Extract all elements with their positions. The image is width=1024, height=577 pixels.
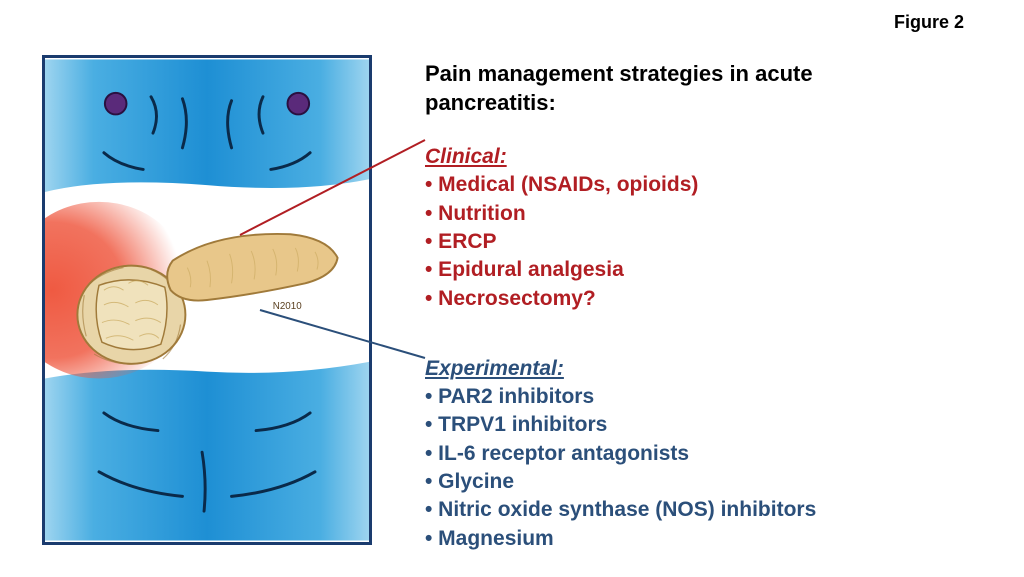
svg-text:N2010: N2010 xyxy=(273,301,302,312)
clinical-header: Clinical: xyxy=(425,145,985,169)
experimental-item: • Magnesium xyxy=(425,525,985,553)
figure-label: Figure 2 xyxy=(894,12,964,33)
experimental-item: • Glycine xyxy=(425,468,985,496)
clinical-item: • Epidural analgesia xyxy=(425,256,985,284)
torso-svg: N2010 xyxy=(45,58,369,542)
experimental-header: Experimental: xyxy=(425,357,985,381)
clinical-item: • Nutrition xyxy=(425,200,985,228)
experimental-list: • PAR2 inhibitors• TRPV1 inhibitors• IL-… xyxy=(425,383,985,553)
main-title: Pain management strategies in acute panc… xyxy=(425,60,985,117)
clinical-item: • Necrosectomy? xyxy=(425,285,985,313)
experimental-item: • Nitric oxide synthase (NOS) inhibitors xyxy=(425,496,985,524)
clinical-list: • Medical (NSAIDs, opioids)• Nutrition• … xyxy=(425,171,985,313)
clinical-item: • ERCP xyxy=(425,228,985,256)
title-line-1: Pain management strategies in acute xyxy=(425,61,813,86)
title-line-2: pancreatitis: xyxy=(425,90,556,115)
clinical-item: • Medical (NSAIDs, opioids) xyxy=(425,171,985,199)
experimental-item: • IL-6 receptor antagonists xyxy=(425,440,985,468)
experimental-item: • TRPV1 inhibitors xyxy=(425,411,985,439)
torso-illustration: N2010 xyxy=(42,55,372,545)
experimental-item: • PAR2 inhibitors xyxy=(425,383,985,411)
text-column: Pain management strategies in acute panc… xyxy=(425,60,985,553)
